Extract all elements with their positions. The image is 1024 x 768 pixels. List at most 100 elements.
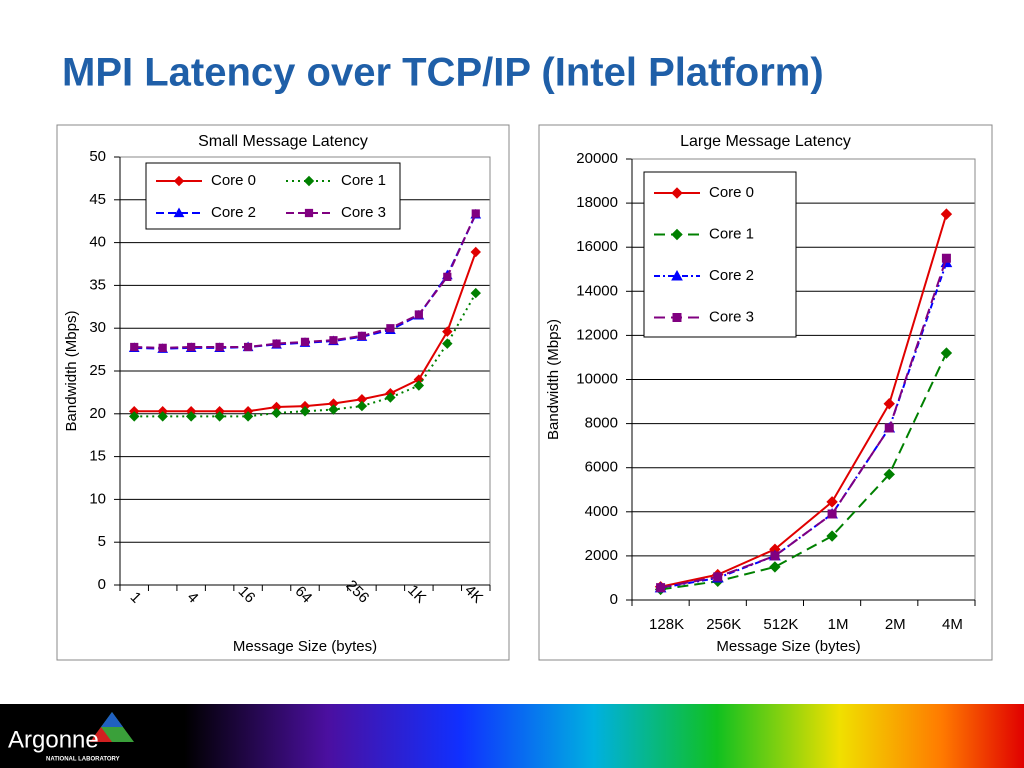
- data-point: [470, 246, 481, 258]
- data-point: [413, 380, 425, 391]
- legend-label: Core 1: [709, 225, 754, 242]
- legend-label: Core 3: [341, 204, 386, 221]
- data-point: [385, 392, 396, 403]
- data-point: [215, 342, 224, 352]
- y-tick-label: 20000: [576, 150, 618, 167]
- data-point: [158, 343, 167, 352]
- y-tick-label: 18000: [576, 194, 618, 211]
- x-tick-label: 512K: [763, 616, 798, 633]
- data-point: [214, 411, 225, 422]
- slide-title: MPI Latency over TCP/IP (Intel Platform): [62, 51, 824, 95]
- y-axis-label: Bandwidth (Mbps): [63, 311, 80, 432]
- data-point: [470, 287, 481, 299]
- data-point: [185, 411, 197, 422]
- data-point: [356, 400, 368, 412]
- y-axis-label: Bandwidth (Mbps): [545, 319, 562, 440]
- legend-marker: [173, 175, 185, 187]
- data-point: [187, 342, 196, 352]
- x-tick-label: 2M: [885, 616, 906, 633]
- data-point: [769, 561, 781, 573]
- logo-subtext: NATIONAL LABORATORY: [46, 757, 120, 763]
- data-point: [883, 468, 895, 481]
- series-line: [660, 257, 948, 589]
- legend-label: Core 1: [341, 172, 386, 189]
- legend-marker: [173, 207, 185, 218]
- chart-title: Large Message Latency: [680, 133, 851, 150]
- legend-box: [145, 162, 401, 230]
- data-point: [940, 347, 953, 359]
- data-point: [442, 338, 453, 349]
- y-tick-label: 45: [89, 191, 106, 208]
- data-point: [386, 324, 395, 333]
- data-point: [272, 339, 281, 348]
- data-point: [414, 310, 423, 319]
- y-tick-label: 15: [89, 448, 106, 465]
- y-tick-label: 0: [610, 591, 618, 608]
- legend-label: Core 3: [709, 308, 754, 325]
- legend-marker: [671, 269, 683, 281]
- x-tick-label: 128K: [649, 616, 684, 633]
- data-point: [656, 583, 666, 593]
- y-tick-label: 12000: [576, 326, 618, 343]
- chart-title: Small Message Latency: [198, 133, 368, 150]
- data-point: [770, 551, 780, 561]
- data-point: [329, 336, 338, 345]
- data-point: [443, 272, 452, 281]
- data-point: [827, 509, 837, 519]
- y-tick-label: 16000: [576, 238, 618, 255]
- data-point: [826, 496, 838, 508]
- legend-label: Core 0: [211, 172, 256, 189]
- logo: [90, 712, 134, 742]
- data-point: [242, 411, 254, 422]
- x-axis-label: Message Size (bytes): [233, 638, 377, 655]
- data-point: [884, 423, 894, 433]
- y-tick-label: 14000: [576, 282, 618, 299]
- legend-marker: [671, 228, 683, 241]
- y-tick-label: 10000: [576, 370, 618, 387]
- x-tick-label: 256K: [706, 616, 741, 633]
- legend-box: [643, 171, 797, 338]
- data-point: [883, 398, 895, 410]
- footer-bar: [0, 704, 1024, 768]
- data-point: [940, 208, 953, 220]
- x-axis-label: Message Size (bytes): [716, 638, 860, 655]
- data-point: [471, 209, 480, 218]
- y-tick-label: 25: [89, 362, 106, 379]
- y-tick-label: 40: [89, 234, 106, 251]
- y-tick-label: 20: [89, 405, 106, 422]
- data-point: [157, 411, 168, 422]
- y-tick-label: 0: [98, 576, 106, 593]
- y-tick-label: 4000: [585, 503, 618, 520]
- legend-marker: [304, 208, 314, 218]
- legend-marker: [671, 187, 683, 199]
- legend-marker: [672, 313, 682, 322]
- legend-label: Core 2: [211, 204, 256, 221]
- data-point: [243, 342, 253, 352]
- data-point: [130, 342, 139, 352]
- data-point: [442, 326, 453, 337]
- legend-label: Core 2: [709, 267, 754, 284]
- y-tick-label: 5: [98, 533, 106, 550]
- legend-marker: [303, 175, 315, 187]
- data-point: [941, 253, 951, 263]
- data-point: [271, 407, 282, 419]
- y-tick-label: 8000: [585, 415, 618, 432]
- data-point: [357, 331, 367, 341]
- y-tick-label: 2000: [585, 547, 618, 564]
- data-point: [300, 337, 310, 346]
- data-point: [299, 406, 311, 417]
- series-line: [660, 213, 948, 588]
- legend-label: Core 0: [709, 184, 754, 201]
- y-tick-label: 30: [89, 319, 106, 336]
- x-tick-label: 4M: [942, 616, 963, 633]
- data-point: [826, 530, 838, 542]
- y-tick-label: 10: [89, 490, 106, 507]
- data-point: [129, 411, 140, 422]
- y-tick-label: 6000: [585, 459, 618, 476]
- y-tick-label: 35: [89, 276, 106, 293]
- y-tick-label: 50: [89, 148, 106, 165]
- data-point: [713, 572, 723, 582]
- data-point: [328, 404, 339, 415]
